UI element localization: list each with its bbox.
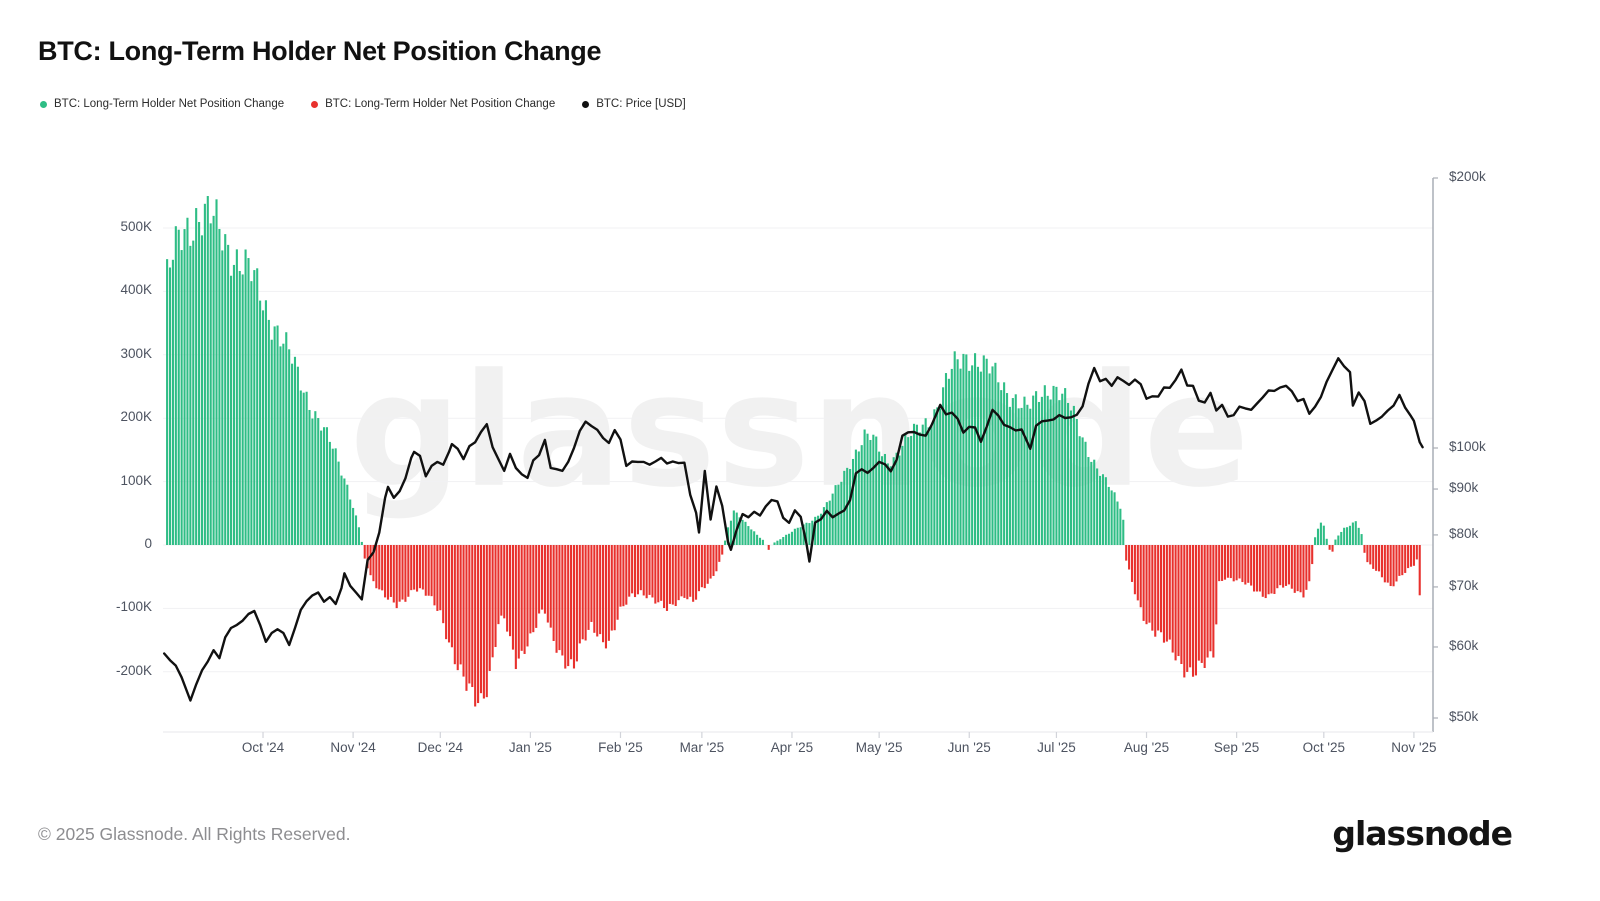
- y-axis-right-tick-label: $90k: [1449, 480, 1479, 496]
- x-axis-tick-label: Oct '24: [241, 740, 285, 755]
- y-axis-left-tick-label: 100K: [120, 472, 152, 488]
- bars-negative: [363, 545, 1421, 707]
- copyright-text: © 2025 Glassnode. All Rights Reserved.: [38, 824, 351, 844]
- legend-item-lth-negative[interactable]: BTC: Long-Term Holder Net Position Chang…: [311, 98, 555, 110]
- x-axis-tick-label: Jan '25: [508, 740, 552, 755]
- y-axis-right-tick-label: $50k: [1449, 709, 1479, 724]
- bars-positive: [166, 196, 1363, 546]
- legend-item-price[interactable]: BTC: Price [USD]: [582, 98, 686, 110]
- page-title: BTC: Long-Term Holder Net Position Chang…: [38, 36, 602, 66]
- x-axis-tick-label: Sep '25: [1213, 740, 1260, 755]
- red-dot-icon: [311, 100, 319, 108]
- y-axis-left-tick-label: 200K: [120, 409, 152, 425]
- x-axis-tick-label: Feb '25: [598, 740, 643, 755]
- x-axis-tick-label: Oct '25: [1302, 740, 1345, 755]
- y-axis-right-tick-label: $80k: [1449, 525, 1479, 541]
- x-axis: [163, 731, 1433, 738]
- y-axis-left-tick-label: 300K: [120, 345, 152, 361]
- x-axis-tick-label: Aug '25: [1123, 740, 1170, 755]
- legend-label: BTC: Long-Term Holder Net Position Chang…: [54, 98, 285, 110]
- glassnode-logo[interactable]: glassnode: [1332, 814, 1513, 853]
- legend-label: BTC: Long-Term Holder Net Position Chang…: [325, 98, 556, 110]
- black-dot-icon: [582, 100, 590, 108]
- y-axis-left-tick-label: 500K: [120, 219, 152, 234]
- x-axis-tick-label: Jul '25: [1037, 740, 1076, 755]
- y-axis-left-tick-label: -100K: [115, 599, 152, 615]
- y-axis-right-tick-label: $60k: [1449, 637, 1479, 653]
- x-axis-tick-label: Nov '24: [330, 740, 376, 755]
- x-axis-tick-label: Mar '25: [679, 740, 725, 755]
- y-axis-left-tick-label: 0: [144, 536, 152, 551]
- y-axis-right-tick-label: $100k: [1449, 439, 1486, 454]
- x-axis-tick-label: Dec '24: [417, 740, 463, 755]
- gridlines: [163, 227, 1433, 673]
- x-axis-tick-label: Apr '25: [770, 740, 814, 755]
- right-axis: [1432, 177, 1438, 732]
- x-axis-tick-label: Jun '25: [947, 740, 991, 755]
- y-axis-right-tick-label: $70k: [1449, 577, 1479, 593]
- legend-label: BTC: Price [USD]: [596, 98, 686, 110]
- x-axis-tick-label: May '25: [855, 740, 903, 755]
- price-line: [163, 357, 1424, 702]
- chart-legend: BTC: Long-Term Holder Net Position Chang…: [40, 98, 686, 110]
- y-axis-right-tick-label: $200k: [1449, 169, 1486, 184]
- green-dot-icon: [40, 100, 47, 108]
- legend-item-lth-positive[interactable]: BTC: Long-Term Holder Net Position Chang…: [40, 98, 284, 110]
- x-axis-tick-label: Nov '25: [1391, 740, 1437, 755]
- y-axis-left-tick-label: -200K: [115, 662, 152, 678]
- y-axis-left-tick-label: 400K: [120, 282, 152, 298]
